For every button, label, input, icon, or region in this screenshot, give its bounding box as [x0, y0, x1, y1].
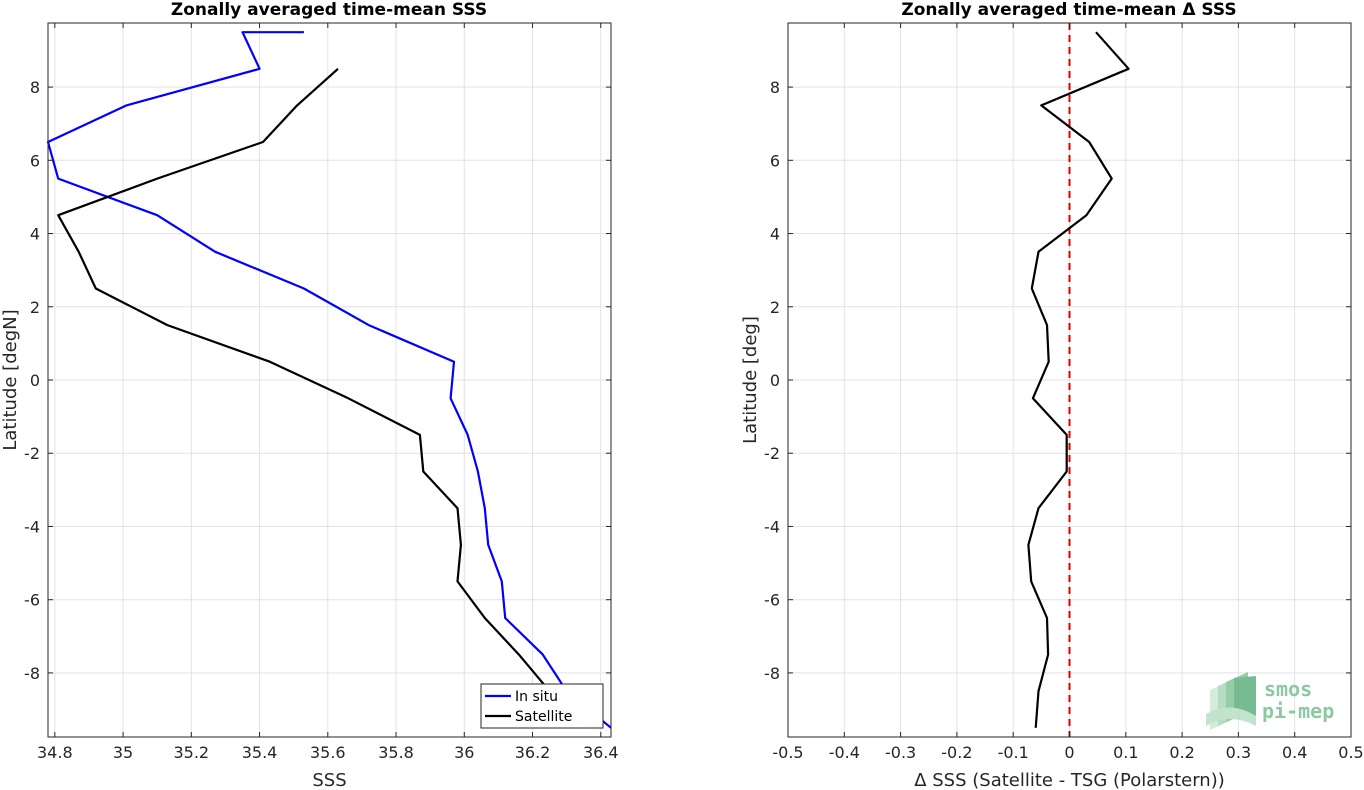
series-line-in-situ [46, 31, 612, 729]
y-tick-label: 6 [770, 151, 780, 170]
legend-box [480, 683, 604, 729]
logo-line1: smos [1264, 677, 1312, 701]
series-line-satellite [57, 67, 595, 729]
x-tick-label: 34.8 [37, 743, 73, 762]
x-tick-label: -0.5 [772, 743, 803, 762]
x-tick-label: 0.3 [1226, 743, 1251, 762]
y-tick-label: 6 [30, 151, 40, 170]
chart-title: Zonally averaged time-mean SSS [171, 0, 487, 20]
y-axis-label: Latitude [degN] [0, 309, 21, 450]
x-tick-label: 35.6 [310, 743, 346, 762]
y-tick-label: -4 [764, 517, 780, 536]
y-tick-label: -4 [24, 517, 40, 536]
x-tick-label: 36.4 [583, 743, 619, 762]
x-axis-label: SSS [312, 770, 346, 790]
x-tick-label: -0.2 [941, 743, 972, 762]
legend: In situ Satellite [480, 683, 604, 729]
x-tick-label: 0.1 [1113, 743, 1138, 762]
logo-emblem-icon [1206, 672, 1256, 730]
x-tick-label: 35 [113, 743, 133, 762]
sss-panel: 34.8 35 35.2 35.4 35.6 35.8 36 36.2 36.4 -8 -6 -4 -2… [0, 0, 619, 790]
y-tick-label: 4 [30, 225, 40, 244]
x-tick-label: 36.2 [515, 743, 551, 762]
delta-sss-panel: -0.5 -0.4 -0.3 -0.2 -0.1 0 0.1 0.2 0.3 0.4 0.5 -8 -6… [740, 0, 1364, 790]
x-tick-label: -0.1 [998, 743, 1029, 762]
y-tick-label: 4 [770, 225, 780, 244]
legend-label: In situ [515, 689, 558, 705]
y-tick-label: 8 [770, 78, 780, 97]
x-tick-label: 35.2 [173, 743, 209, 762]
y-axis-label: Latitude [deg] [740, 316, 761, 444]
y-tick-label: 0 [770, 371, 780, 390]
y-tick-label: 2 [30, 298, 40, 317]
y-tick-label: -8 [24, 664, 40, 683]
x-tick-label: 0.5 [1338, 743, 1363, 762]
x-tick-label: 0.2 [1169, 743, 1194, 762]
smos-pi-mep-logo: smos pi-mep [1206, 672, 1334, 730]
y-tick-label: -6 [24, 591, 40, 610]
x-tick-label: 35.4 [242, 743, 278, 762]
x-tick-label: 0 [1064, 743, 1074, 762]
x-tick-label: 35.8 [378, 743, 414, 762]
x-axis-label: Δ SSS (Satellite - TSG (Polarstern)) [914, 770, 1225, 790]
x-tick-label: -0.3 [885, 743, 916, 762]
y-tick-label: -6 [764, 591, 780, 610]
y-tick-label: 0 [30, 371, 40, 390]
series-line-delta-0 [1027, 31, 1130, 728]
y-tick-label: 8 [30, 78, 40, 97]
logo-line2: pi-mep [1262, 699, 1334, 723]
x-tick-label: 36 [454, 743, 474, 762]
y-tick-label: -2 [764, 444, 780, 463]
x-tick-label: 0.4 [1282, 743, 1307, 762]
y-tick-label: -2 [24, 444, 40, 463]
x-tick-label: -0.4 [829, 743, 860, 762]
y-tick-label: -8 [764, 664, 780, 683]
y-tick-label: 2 [770, 298, 780, 317]
chart-title: Zonally averaged time-mean Δ SSS [901, 0, 1236, 20]
legend-label: Satellite [515, 709, 572, 725]
